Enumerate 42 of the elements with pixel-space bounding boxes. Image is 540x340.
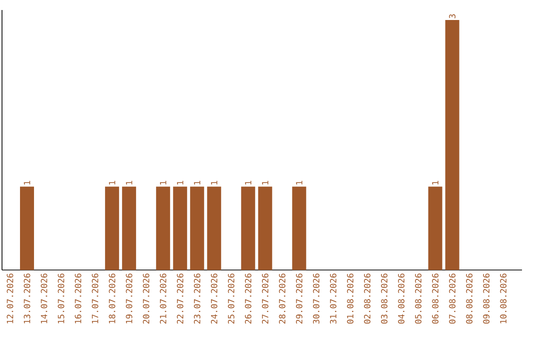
x-tick-label: 01.08.2026 (347, 274, 354, 324)
data-label: 1 (24, 180, 30, 184)
x-tick-label: 19.07.2026 (126, 274, 132, 324)
data-label: 1 (108, 180, 116, 184)
x-tick-label: 05.08.2026 (415, 274, 422, 324)
x-tick-label: 27.07.2026 (262, 274, 268, 324)
x-tick-label: 12.07.2026 (6, 274, 14, 324)
x-tick-label: 21.07.2026 (160, 274, 166, 324)
x-tick-label: 30.07.2026 (312, 274, 320, 324)
data-label: 1 (194, 180, 200, 184)
x-tick-label: 06.08.2026 (432, 274, 438, 324)
x-tick-label: 20.07.2026 (142, 274, 150, 324)
x-tick-label: 31.07.2026 (330, 274, 336, 324)
x-tick-label: 08.08.2026 (466, 274, 472, 324)
x-tick-label: 03.08.2026 (381, 274, 388, 324)
data-label: 1 (177, 180, 184, 184)
data-label: 1 (432, 180, 438, 184)
x-tick-label: 10.08.2026 (500, 274, 507, 324)
x-tick-label: 28.07.2026 (278, 274, 286, 324)
x-tick-label: 26.07.2026 (244, 274, 252, 324)
data-label: 1 (245, 180, 252, 184)
x-tick-label: 13.07.2026 (24, 274, 30, 324)
x-tick-label: 25.07.2026 (228, 274, 234, 324)
x-tick-label: 29.07.2026 (296, 274, 302, 324)
x-tick-label: 09.08.2026 (483, 274, 490, 324)
data-label: 1 (296, 180, 302, 184)
x-tick-label: 22.07.2026 (176, 274, 184, 324)
x-tick-label: 23.07.2026 (194, 274, 200, 324)
x-tick-label: 18.07.2026 (108, 274, 116, 324)
x-tick-label: 04.08.2026 (398, 274, 404, 324)
data-label: 1 (160, 180, 166, 184)
data-label: 1 (126, 180, 132, 184)
x-tick-label: 14.07.2026 (40, 274, 48, 324)
data-label: 1 (211, 180, 218, 184)
x-tick-label: 07.08.2026 (449, 274, 456, 324)
x-tick-label: 17.07.2026 (92, 274, 98, 324)
x-tick-label: 02.08.2026 (364, 274, 370, 324)
data-label: 1 (262, 180, 268, 184)
data-label: 3 (449, 14, 456, 18)
x-tick-label: 16.07.2026 (74, 274, 82, 324)
x-tick-label: 15.07.2026 (58, 274, 64, 324)
x-tick-label: 24.07.2026 (210, 274, 218, 324)
